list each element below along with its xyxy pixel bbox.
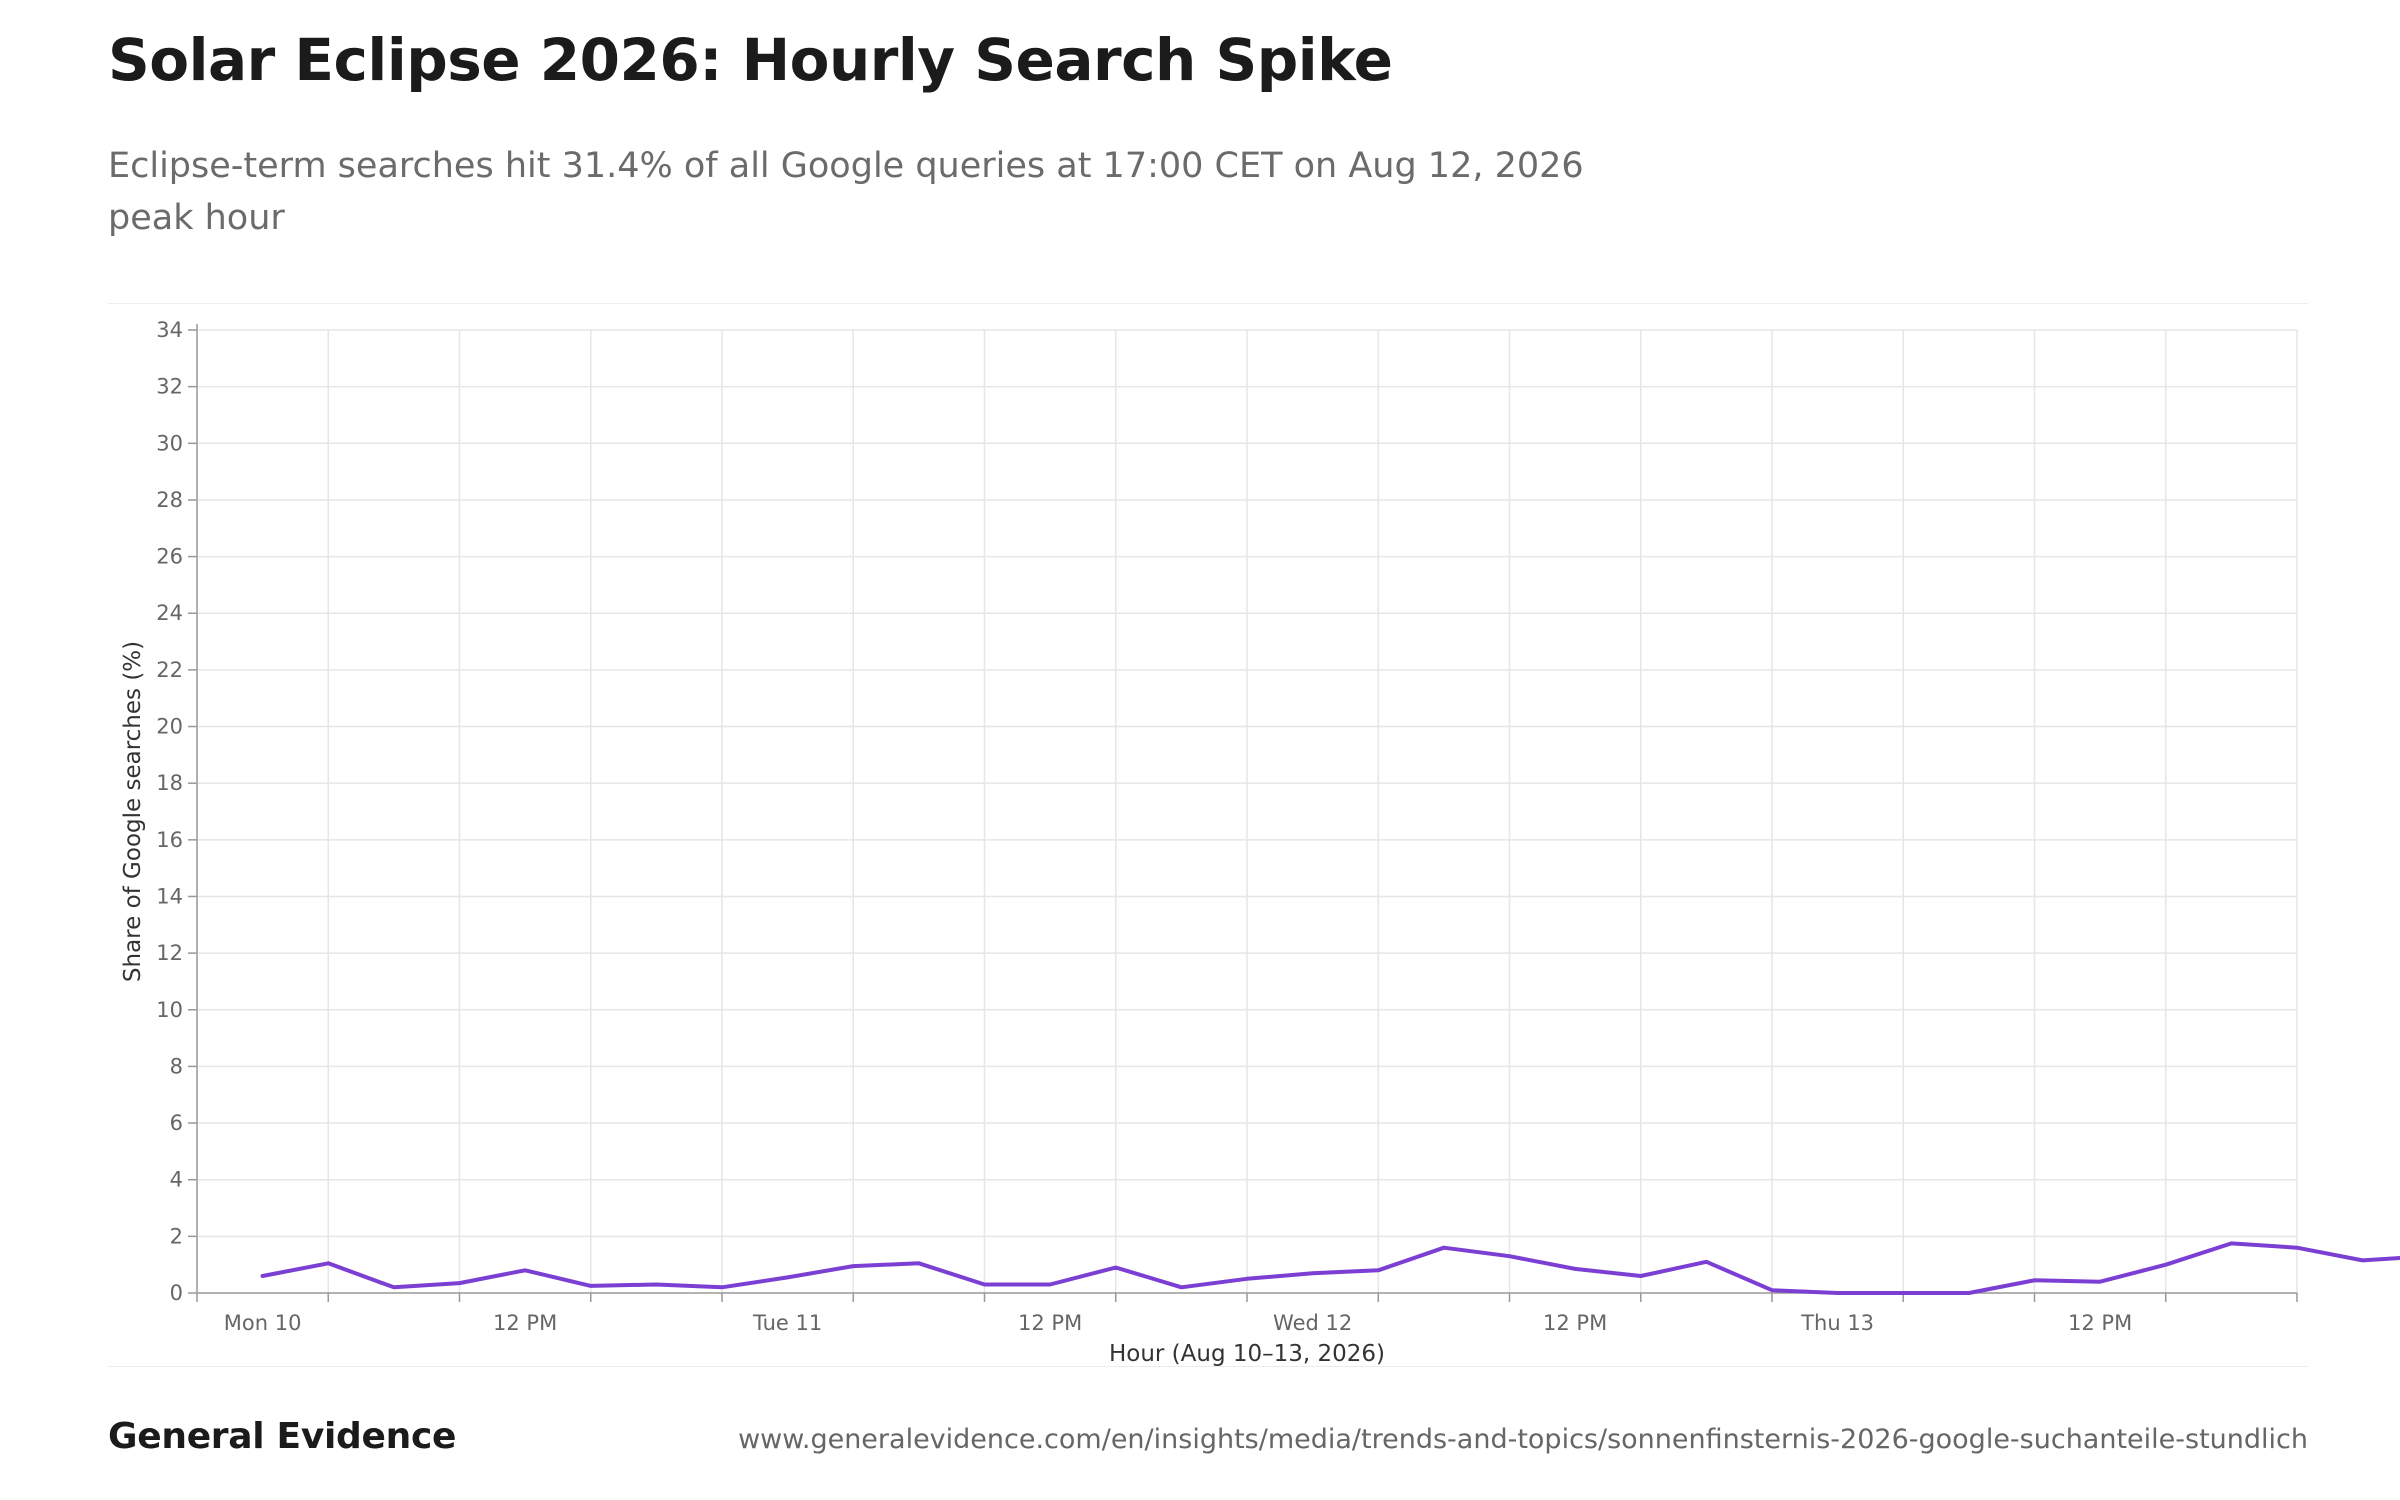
x-tick-label: Thu 13 bbox=[1800, 1311, 1874, 1335]
y-tick-label: 14 bbox=[156, 884, 183, 908]
y-axis-title: Share of Google searches (%) bbox=[120, 641, 146, 982]
x-tick-label: Mon 10 bbox=[224, 1311, 302, 1335]
y-tick-label: 32 bbox=[156, 375, 183, 399]
y-tick-label: 30 bbox=[156, 431, 183, 455]
x-axis-title: Hour (Aug 10–13, 2026) bbox=[1109, 1341, 1385, 1367]
y-tick-label: 24 bbox=[156, 601, 183, 625]
y-tick-label: 6 bbox=[170, 1111, 183, 1135]
x-tick-label: Wed 12 bbox=[1273, 1311, 1352, 1335]
brand-name: General Evidence bbox=[108, 1416, 457, 1457]
y-tick-label: 12 bbox=[156, 941, 183, 965]
x-tick-label: Tue 11 bbox=[752, 1311, 822, 1335]
y-tick-label: 8 bbox=[170, 1054, 183, 1078]
y-tick-label: 0 bbox=[170, 1281, 183, 1305]
y-tick-label: 26 bbox=[156, 545, 183, 569]
top-divider bbox=[108, 303, 2308, 304]
y-tick-label: 10 bbox=[156, 998, 183, 1022]
bottom-divider bbox=[108, 1366, 2308, 1367]
x-tick-label: 12 PM bbox=[2068, 1311, 2132, 1335]
x-tick-label: 12 PM bbox=[1018, 1311, 1082, 1335]
y-tick-label: 18 bbox=[156, 771, 183, 795]
y-tick-label: 28 bbox=[156, 488, 183, 512]
x-tick-label: 12 PM bbox=[1543, 1311, 1607, 1335]
page-subtitle: Eclipse-term searches hit 31.4% of all G… bbox=[108, 146, 1584, 238]
y-tick-label: 4 bbox=[170, 1168, 183, 1192]
y-tick-label: 2 bbox=[170, 1224, 183, 1248]
y-tick-label: 34 bbox=[156, 318, 183, 342]
y-tick-label: 22 bbox=[156, 658, 183, 682]
series-line bbox=[260, 1241, 2400, 1295]
x-tick-label: 12 PM bbox=[493, 1311, 557, 1335]
y-tick-label: 16 bbox=[156, 828, 183, 852]
source-url[interactable]: www.generalevidence.com/en/insights/medi… bbox=[738, 1424, 2308, 1455]
page-title: Solar Eclipse 2026: Hourly Search Spike bbox=[108, 26, 1393, 94]
y-tick-label: 20 bbox=[156, 715, 183, 739]
